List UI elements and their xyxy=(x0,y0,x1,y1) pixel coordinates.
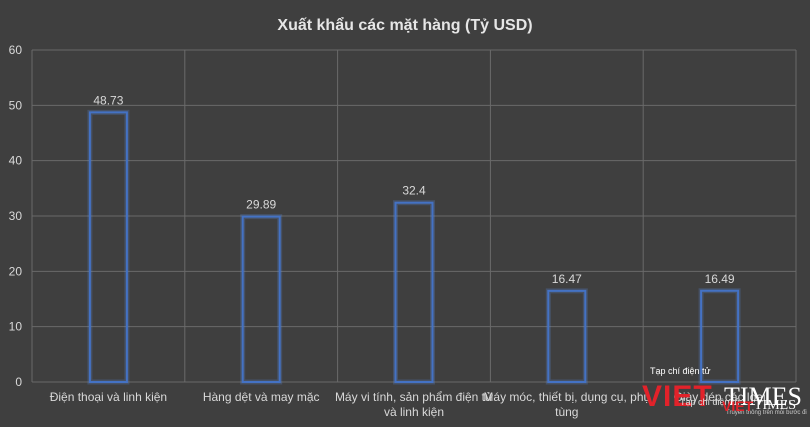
category-label: Điện thoại và linh kiện xyxy=(50,390,167,404)
data-label: 32.4 xyxy=(402,184,426,198)
category-label: Giày dép các loại xyxy=(674,390,766,404)
data-label: 48.73 xyxy=(93,93,123,107)
category-label: tùng xyxy=(555,405,578,419)
category-label: Máy vi tính, sản phẩm điện tử xyxy=(335,390,493,404)
y-tick-label: 0 xyxy=(15,375,22,389)
watermark-brand-viet: VIET xyxy=(642,380,713,413)
y-tick-label: 60 xyxy=(9,43,23,57)
category-label: Máy móc, thiết bị, dụng cụ, phụ xyxy=(483,390,650,404)
category-labels: Điện thoại và linh kiện Hàng dệt và may m… xyxy=(50,390,766,419)
bar xyxy=(700,289,740,384)
viettimes-watermark: Tạp chí điện tử VIET TIMES Truyền thông … xyxy=(642,366,807,422)
y-tick-label: 10 xyxy=(9,320,23,334)
watermark-small-times: TIMES xyxy=(754,398,796,413)
bar-glow xyxy=(240,214,283,385)
watermark-slogan: Truyền thông trên mỗi bước đi xyxy=(726,410,807,416)
category-label: và linh kiện xyxy=(384,405,444,419)
y-tick-label: 30 xyxy=(9,209,23,223)
bar-glow xyxy=(545,288,588,385)
data-labels: 48.73 29.89 32.4 16.47 16.49 xyxy=(93,93,735,286)
category-label: Hàng dệt và may mặc xyxy=(203,390,320,404)
watermark-tagline: Tạp chí điện tử xyxy=(650,366,711,376)
gridlines xyxy=(31,49,797,383)
y-tick-label: 50 xyxy=(9,98,23,112)
watermark-tagline-small: Tạp chí điện tử xyxy=(680,397,741,407)
viettimes-watermark-small: VIET TIMES xyxy=(722,398,807,418)
data-label: 29.89 xyxy=(246,198,276,212)
bar xyxy=(241,215,281,383)
chart-title: Xuất khẩu các mặt hàng (Tỷ USD) xyxy=(277,16,532,34)
bar-glow xyxy=(393,200,435,385)
bars xyxy=(87,109,741,385)
y-axis-ticks: 0 10 20 30 40 50 60 xyxy=(9,43,23,389)
y-tick-label: 40 xyxy=(9,154,23,168)
watermark-brand-times: TIMES xyxy=(724,382,802,411)
data-label: 16.47 xyxy=(552,272,582,286)
watermark-small-viet: VIET xyxy=(722,398,754,414)
data-label: 16.49 xyxy=(705,272,735,286)
bar xyxy=(394,201,434,383)
bar xyxy=(547,289,587,383)
bar xyxy=(88,111,128,384)
y-tick-label: 20 xyxy=(9,264,23,278)
bar-glow xyxy=(87,109,130,385)
